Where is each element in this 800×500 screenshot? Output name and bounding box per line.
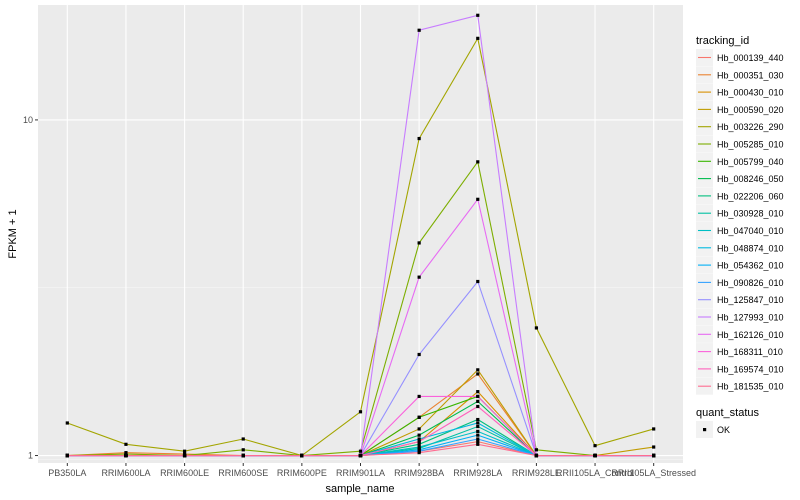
data-point <box>476 442 480 446</box>
legend-color-title: tracking_id <box>696 35 749 47</box>
legend-item-label: Hb_090826_010 <box>717 278 784 288</box>
data-point <box>241 437 245 441</box>
x-tick-label: RRIM928LE <box>512 468 561 478</box>
data-point <box>417 427 421 431</box>
data-point <box>652 453 656 458</box>
legend-item-label: Hb_127993_010 <box>717 313 784 323</box>
data-point <box>593 444 597 448</box>
data-point <box>417 415 421 419</box>
x-tick-label: RRII105LA_Control <box>556 468 634 478</box>
data-point <box>124 453 128 458</box>
legend-item-label: Hb_022206_060 <box>717 191 784 201</box>
data-point <box>417 437 421 441</box>
legend-item-label: Hb_000351_030 <box>717 70 784 80</box>
data-point <box>417 394 421 399</box>
data-point <box>476 368 480 372</box>
data-point <box>358 453 363 458</box>
data-point <box>476 440 480 444</box>
legend-item-label: Hb_125847_010 <box>717 295 784 305</box>
legend-item-label: Hb_005285_010 <box>717 140 784 150</box>
legend-item-label: Hb_003226_290 <box>717 122 784 132</box>
y-tick-label: 10 <box>23 115 33 125</box>
data-point <box>300 453 304 458</box>
data-point <box>476 197 480 201</box>
data-point <box>417 275 421 279</box>
data-point <box>476 13 480 17</box>
x-tick-label: RRIM928LA <box>453 468 502 478</box>
legend-item-label: Hb_162126_010 <box>717 330 784 340</box>
data-point <box>476 394 480 399</box>
data-point <box>476 429 480 433</box>
data-point <box>476 390 480 394</box>
data-point <box>417 28 421 32</box>
x-tick-label: PB350LA <box>48 468 86 478</box>
legend-shape-glyph <box>703 428 707 432</box>
x-tick-label: RRIM901LA <box>336 468 385 478</box>
data-point <box>65 453 69 458</box>
legend-item-label: Hb_005799_040 <box>717 157 784 167</box>
legend-color-items: Hb_000139_440 Hb_000351_030 Hb_000430_010 H… <box>696 49 784 395</box>
data-point <box>476 372 480 376</box>
data-point <box>358 449 363 453</box>
x-tick-label: RRIM928BA <box>394 468 444 478</box>
data-point <box>476 279 480 284</box>
data-point <box>534 448 539 452</box>
legend-item-label: Hb_000139_440 <box>717 53 784 63</box>
legend-item-label: Hb_047040_010 <box>717 226 784 236</box>
legend-item-label: Hb_030928_010 <box>717 209 784 219</box>
data-point <box>417 241 421 245</box>
data-point <box>652 445 656 449</box>
y-axis: 1 10 <box>23 115 38 461</box>
data-point <box>417 433 421 437</box>
data-point <box>417 451 421 455</box>
series-points <box>65 13 656 458</box>
legend-item-label: Hb_048874_010 <box>717 243 784 253</box>
y-tick-label: 1 <box>28 451 33 461</box>
legend-item-label: Hb_169574_010 <box>717 364 784 374</box>
data-point <box>476 160 480 164</box>
x-tick-label: RRIM600LE <box>160 468 209 478</box>
data-point <box>476 404 480 409</box>
data-point <box>476 437 480 441</box>
legend-shape-title: quant_status <box>696 407 759 419</box>
data-point <box>417 136 421 141</box>
legend-item-label: Hb_168311_010 <box>717 347 783 357</box>
y-axis-title: FPKM + 1 <box>7 209 19 258</box>
data-point <box>417 445 421 449</box>
legend-shape-label: OK <box>717 425 730 435</box>
legend-item-label: Hb_054362_010 <box>717 261 784 271</box>
legend-item-label: Hb_000590_020 <box>717 105 784 115</box>
data-point <box>476 424 480 429</box>
data-point <box>476 399 480 403</box>
x-tick-label: RRIM600LA <box>101 468 150 478</box>
data-point <box>417 442 421 446</box>
x-axis-title: sample_name <box>325 483 394 495</box>
data-point <box>182 453 187 458</box>
data-point <box>652 427 656 431</box>
data-point <box>65 421 69 425</box>
legend-item-label: Hb_181535_010 <box>717 382 784 392</box>
legend-item-label: Hb_000430_010 <box>717 88 784 98</box>
legend-item-label: Hb_008246_050 <box>717 174 784 184</box>
data-point <box>417 352 421 357</box>
data-point <box>358 410 363 414</box>
data-point <box>534 453 539 458</box>
data-point <box>417 440 421 444</box>
data-point <box>476 421 480 425</box>
x-tick-label: RRII105LA_Stressed <box>611 468 696 478</box>
data-point <box>476 36 480 40</box>
data-point <box>241 448 245 452</box>
data-point <box>241 453 245 458</box>
data-point <box>182 449 187 453</box>
data-point <box>593 453 597 458</box>
data-point <box>124 442 128 446</box>
data-point <box>476 417 480 422</box>
data-point <box>534 326 539 330</box>
legend: tracking_id Hb_000139_440Hb_000351_030Hb… <box>696 35 784 438</box>
data-point <box>476 433 480 437</box>
x-tick-label: RRIM600SE <box>218 468 268 478</box>
x-tick-label: RRIM600PE <box>277 468 327 478</box>
x-axis: PB350LA RRIM600LA RRIM600LE RRIM600SE RRIM60… <box>48 463 696 478</box>
